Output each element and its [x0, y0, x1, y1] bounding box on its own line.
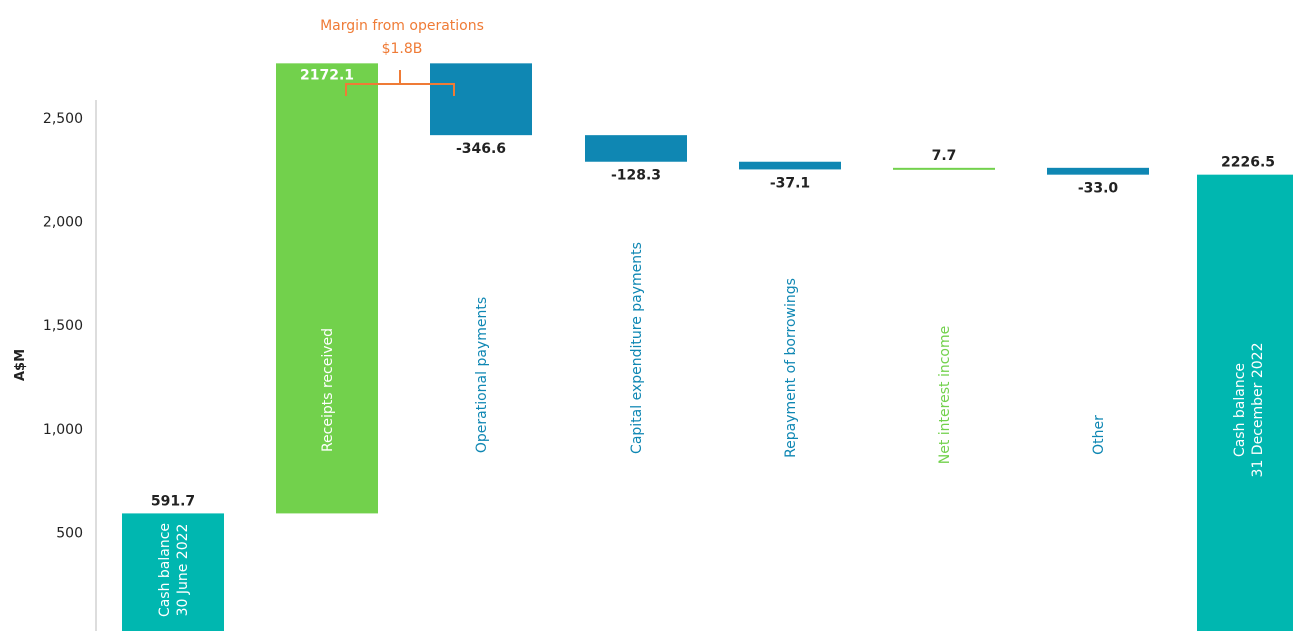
y-tick-label: 1,500	[43, 318, 83, 334]
category-label: Repayment of borrowings	[783, 278, 799, 458]
bar	[1197, 174, 1293, 631]
value-label: -33.0	[1078, 181, 1119, 197]
value-label: -346.6	[456, 141, 506, 157]
y-axis-label: A$M	[13, 349, 28, 381]
y-tick-labels: 500 1,000 1,500 2,000 2,500	[43, 111, 83, 541]
value-label: 7.7	[932, 148, 957, 164]
category-label: Capital expenditure payments	[629, 242, 645, 454]
category-label: Other	[1091, 415, 1107, 455]
y-tick-label: 2,500	[43, 111, 83, 127]
y-tick-label: 1,000	[43, 422, 83, 438]
value-label: -128.3	[611, 168, 661, 184]
bar	[739, 161, 841, 170]
category-label-line2: 31 December 2022	[1250, 343, 1266, 478]
value-label: 2226.5	[1221, 155, 1275, 171]
bar	[893, 167, 995, 170]
bar	[430, 63, 532, 136]
category-label-line2: 30 June 2022	[175, 524, 191, 617]
bar	[122, 513, 224, 631]
bars	[122, 63, 1293, 631]
annotation-text-line1: Margin from operations	[320, 18, 484, 34]
y-tick-label: 2,000	[43, 215, 83, 231]
value-label: -37.1	[770, 175, 810, 191]
value-label: 2172.1	[300, 67, 354, 83]
category-label: Receipts received	[320, 328, 336, 452]
bar	[585, 135, 687, 162]
bar	[1047, 167, 1149, 175]
category-label-line1: Cash balance	[157, 523, 173, 617]
value-label: 591.7	[151, 493, 195, 509]
category-label: Cash balance 30 June 2022	[157, 523, 191, 617]
y-tick-label: 500	[56, 525, 83, 541]
category-label: Cash balance 31 December 2022	[1232, 343, 1266, 478]
category-label: Operational payments	[474, 297, 490, 453]
annotation-bracket	[345, 70, 455, 96]
category-label-line1: Cash balance	[1232, 363, 1248, 457]
value-labels: 591.7 2172.1 -346.6 -128.3 -37.1 7.7 -33.0 2226…	[151, 67, 1275, 509]
annotation-text-line2: $1.8B	[382, 41, 423, 57]
annotation: Margin from operations $1.8B	[320, 18, 484, 96]
category-label: Net interest income	[937, 326, 953, 464]
bar	[276, 63, 378, 514]
